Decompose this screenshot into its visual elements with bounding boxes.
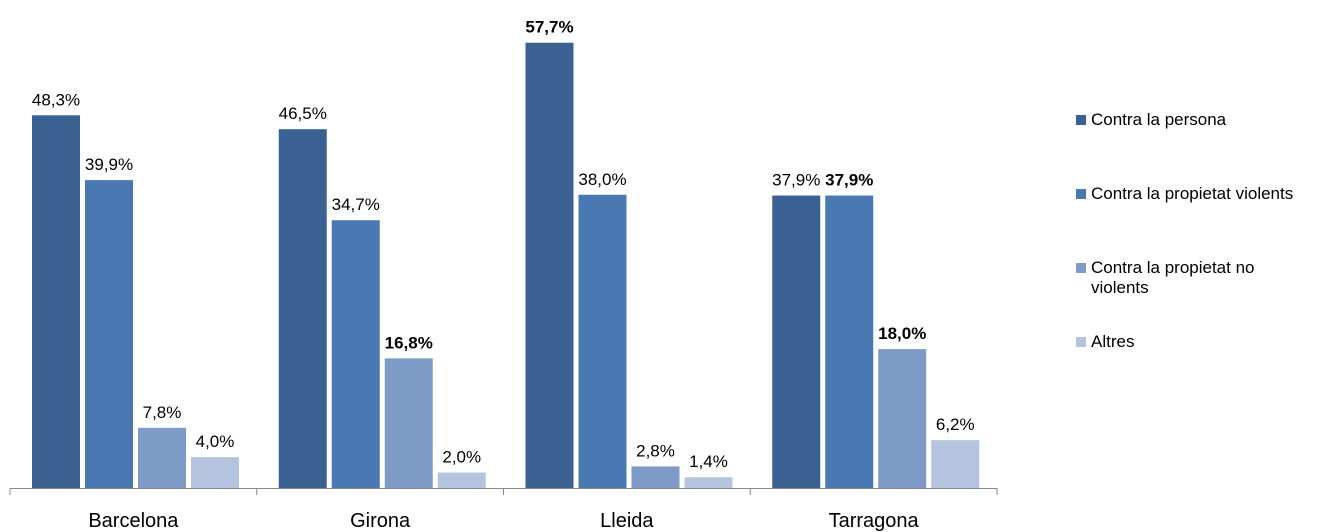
data-label: 46,5%	[279, 104, 327, 123]
bar	[278, 129, 327, 489]
bar	[525, 42, 574, 489]
x-tick-label: Girona	[350, 510, 411, 532]
bar	[32, 115, 80, 488]
data-label: 2,0%	[442, 448, 481, 467]
bar	[384, 358, 433, 488]
data-label: 48,3%	[32, 90, 80, 109]
bar	[578, 194, 627, 488]
data-label: 38,0%	[578, 170, 626, 189]
bar	[631, 466, 680, 488]
data-label: 1,4%	[689, 452, 728, 471]
bar	[85, 180, 133, 489]
bar	[772, 195, 821, 488]
data-label: 18,0%	[878, 324, 926, 343]
x-tick-label: Lleida	[600, 510, 654, 532]
legend-item: Contra la propietat violents	[1076, 184, 1316, 258]
bar	[138, 427, 186, 488]
data-label: 16,8%	[385, 333, 433, 352]
bar	[878, 349, 927, 488]
x-tick-label: Tarragona	[829, 510, 920, 532]
data-label: 7,8%	[143, 403, 182, 422]
legend-label: Altres	[1091, 332, 1135, 351]
legend-label: Contra la persona	[1091, 110, 1227, 129]
data-label: 34,7%	[332, 195, 380, 214]
bar	[684, 477, 733, 488]
data-label: 39,9%	[85, 155, 133, 174]
data-label: 4,0%	[196, 432, 235, 451]
bar	[931, 440, 980, 488]
legend-label: Contra la propietat violents	[1091, 184, 1294, 203]
bar	[825, 195, 874, 488]
data-label: 57,7%	[525, 18, 573, 37]
x-tick-label: Barcelona	[88, 510, 179, 532]
legend-swatch	[1076, 337, 1086, 347]
legend-swatch	[1076, 115, 1086, 125]
legend-item: Contra la propietat no violents	[1076, 258, 1316, 332]
bar	[437, 472, 486, 488]
data-label: 6,2%	[936, 415, 975, 434]
bar	[331, 220, 380, 488]
legend-item: Contra la persona	[1076, 110, 1316, 184]
legend-label: Contra la propietat no violents	[1091, 258, 1255, 297]
data-label: 2,8%	[636, 441, 675, 460]
bar	[191, 457, 239, 488]
data-label: 37,9%	[772, 171, 820, 190]
chart: Barcelona Girona Lleida Tarragona 48,3% 46,5%…	[9, 18, 998, 532]
legend-item: Altres	[1076, 332, 1316, 406]
data-label: 37,9%	[825, 171, 873, 190]
legend: Contra la persona Contra la propietat vio…	[1076, 110, 1316, 406]
legend-swatch	[1076, 263, 1086, 273]
legend-swatch	[1076, 189, 1086, 199]
